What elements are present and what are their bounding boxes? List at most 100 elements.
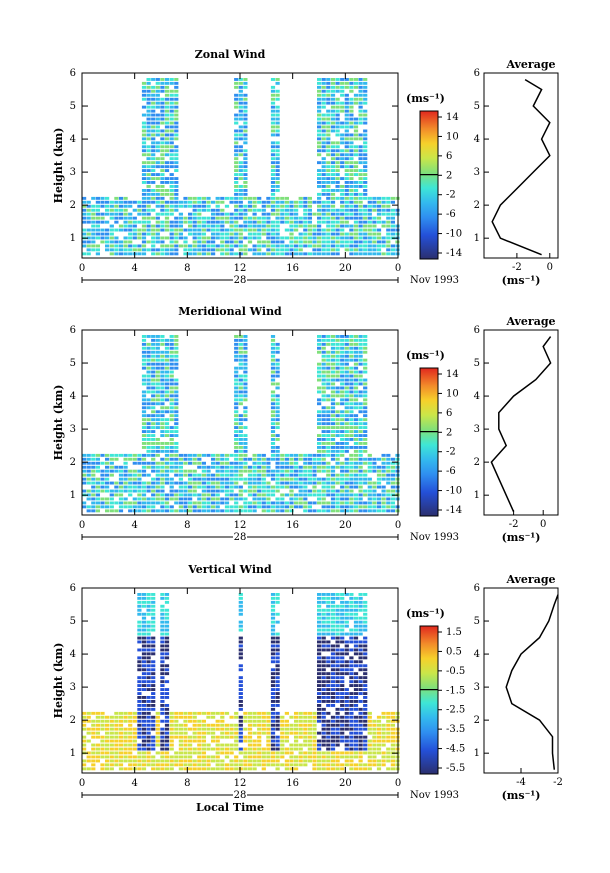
heatmap-cell: [109, 252, 114, 256]
heatmap-cell: [344, 358, 349, 362]
heatmap-cell: [151, 747, 156, 751]
heatmap-cell: [201, 759, 206, 763]
heatmap-cell: [330, 723, 336, 727]
heatmap-cell: [349, 354, 354, 358]
heatmap-cell: [335, 509, 340, 513]
heatmap-cell: [151, 600, 156, 604]
heatmap-cell: [344, 509, 349, 513]
heatmap-cell: [141, 181, 147, 184]
colorbar-tick-label: -10: [446, 486, 462, 497]
heatmap-cell: [211, 216, 216, 220]
heatmap-cell: [224, 461, 230, 465]
heatmap-cell: [114, 489, 119, 493]
heatmap-cell: [270, 390, 276, 394]
heatmap-cell: [137, 680, 142, 684]
heatmap-cell: [317, 398, 322, 402]
heatmap-cell: [155, 382, 160, 386]
heatmap-cell: [386, 497, 391, 501]
heatmap-cell: [151, 604, 156, 608]
heatmap-cell: [340, 660, 345, 664]
heatmap-cell: [349, 418, 354, 422]
heatmap-cell: [100, 711, 105, 715]
heatmap-cell: [261, 509, 266, 513]
heatmap-cell: [340, 763, 345, 767]
heatmap-cell: [344, 461, 349, 465]
heatmap-cell: [100, 715, 105, 719]
heatmap-cell: [169, 442, 174, 445]
heatmap-cell: [349, 676, 354, 680]
heatmap-cell: [192, 457, 197, 461]
heatmap-cell: [234, 161, 239, 165]
heatmap-cell: [326, 438, 331, 441]
heatmap-cell: [105, 236, 110, 240]
heatmap-cell: [141, 378, 147, 382]
heatmap-cell: [340, 489, 345, 493]
heatmap-cell: [82, 252, 87, 256]
heatmap-cell: [238, 366, 243, 370]
heatmap-cell: [243, 763, 248, 767]
heatmap-cell: [270, 640, 276, 644]
heatmap-cell: [243, 739, 248, 743]
heatmap-cell: [100, 204, 105, 208]
heatmap-cell: [335, 78, 340, 81]
heatmap-cell: [169, 727, 174, 731]
heatmap-cell: [326, 236, 331, 240]
heatmap-cell: [146, 335, 151, 338]
heatmap-cell: [160, 137, 165, 141]
heatmap-cell: [174, 145, 179, 149]
heatmap-cell: [386, 505, 391, 509]
heatmap-cell: [349, 430, 354, 433]
heatmap-cell: [215, 248, 220, 252]
heatmap-cell: [390, 501, 395, 505]
heatmap-cell: [321, 113, 326, 117]
heatmap-cell: [238, 604, 243, 608]
heatmap-cell: [234, 438, 239, 441]
heatmap-cell: [307, 473, 312, 477]
heatmap-cell: [317, 181, 322, 184]
heatmap-cell: [340, 465, 345, 469]
heatmap-cell: [151, 85, 156, 89]
heatmap-cell: [275, 473, 280, 477]
heatmap-cell: [386, 236, 391, 240]
heatmap-cell: [234, 358, 239, 362]
heatmap-cell: [266, 489, 271, 493]
heatmap-cell: [294, 719, 299, 723]
heatmap-cell: [376, 759, 382, 763]
heatmap-cell: [82, 228, 87, 232]
heatmap-cell: [335, 593, 340, 596]
heatmap-cell: [91, 248, 96, 252]
heatmap-cell: [349, 704, 354, 707]
heatmap-cell: [275, 469, 280, 473]
heatmap-cell: [160, 660, 165, 664]
heatmap-cell: [326, 600, 331, 604]
heatmap-cell: [353, 117, 359, 121]
heatmap-cell: [358, 465, 363, 469]
heatmap-cell: [146, 101, 151, 105]
heatmap-cell: [234, 149, 239, 153]
heatmap-cell: [270, 469, 276, 473]
heatmap-cell: [363, 676, 368, 680]
heatmap-cell: [178, 457, 183, 461]
heatmap-cell: [151, 719, 156, 723]
heatmap-cell: [335, 426, 340, 429]
heatmap-cell: [358, 442, 363, 445]
heatmap-cell: [340, 105, 345, 109]
heatmap-cell: [353, 169, 359, 172]
heatmap-cell: [146, 398, 151, 402]
heatmap-cell: [201, 489, 206, 493]
heatmap-cell: [317, 204, 322, 208]
heatmap-cell: [224, 252, 230, 256]
heatmap-cell: [294, 200, 299, 204]
heatmap-cell: [330, 220, 336, 224]
heatmap-cell: [294, 735, 299, 739]
heatmap-cell: [340, 390, 345, 394]
heatmap-cell: [330, 751, 336, 755]
heatmap-cell: [372, 244, 377, 248]
heatmap-cell: [317, 78, 322, 81]
heatmap-cell: [141, 628, 147, 632]
heatmap-cell: [303, 244, 308, 248]
heatmap-cell: [123, 751, 128, 755]
heatmap-cell: [363, 244, 368, 248]
heatmap-cell: [353, 501, 359, 505]
